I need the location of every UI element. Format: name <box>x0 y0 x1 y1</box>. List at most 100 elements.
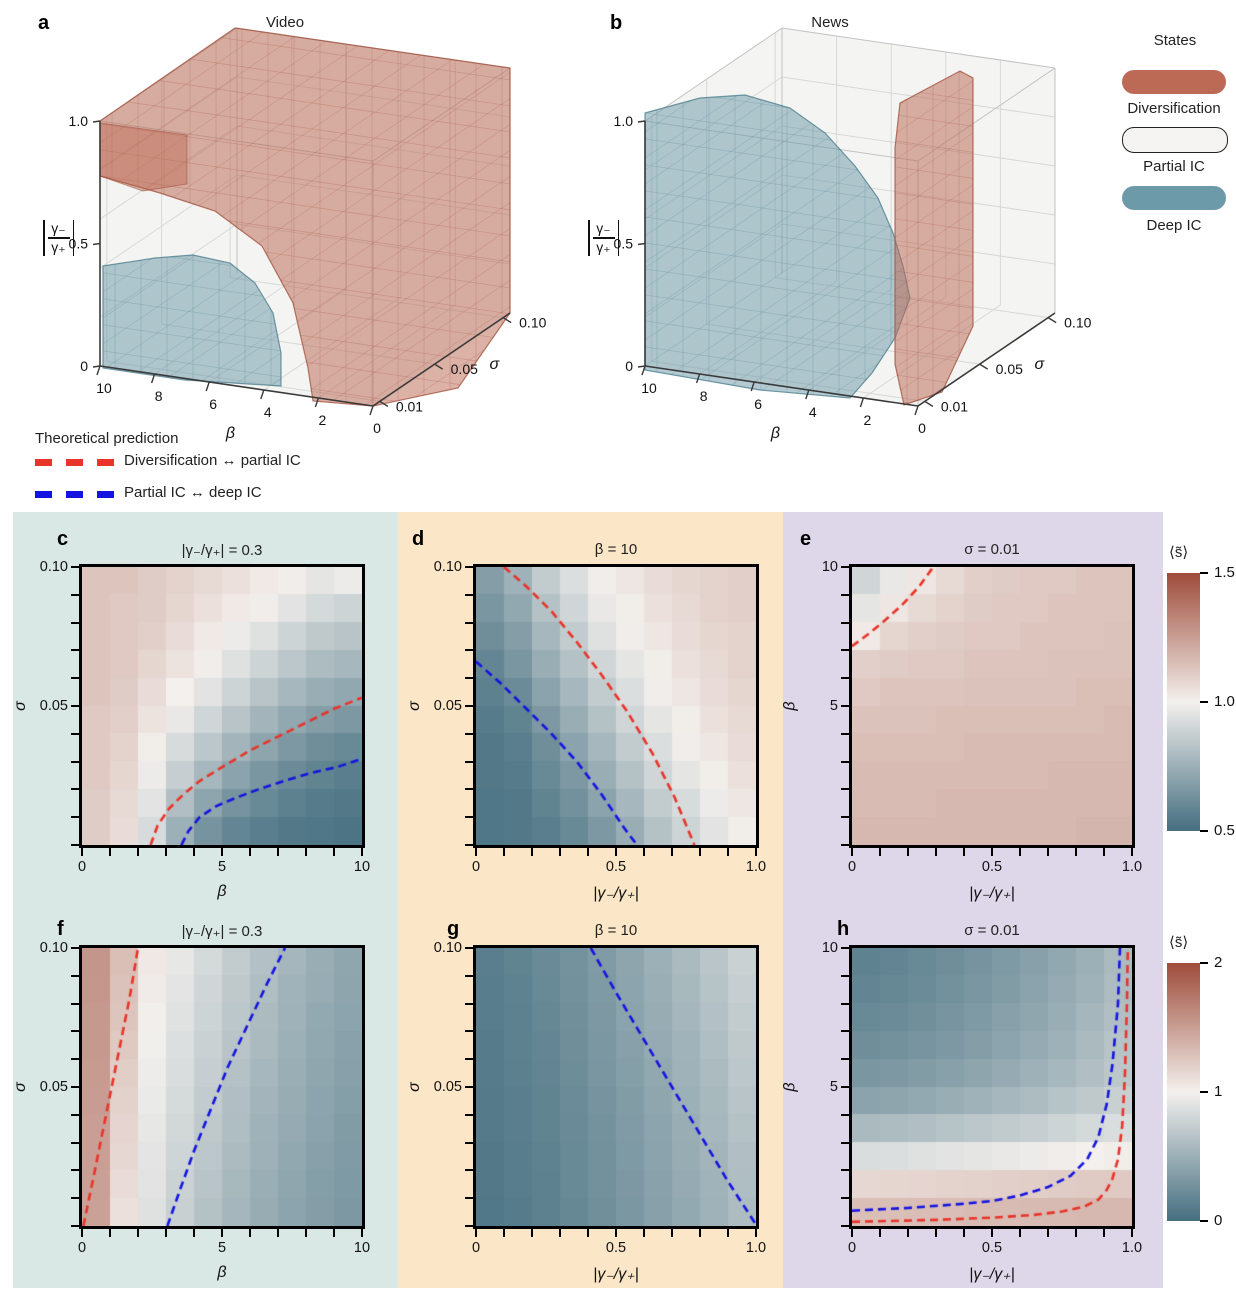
axis-text: 0.05 <box>451 361 478 377</box>
colorbar-tick <box>1200 1220 1208 1222</box>
x-tick <box>727 1229 729 1237</box>
y-tick <box>71 760 79 763</box>
axis-text: 6 <box>754 396 762 412</box>
x-tick <box>963 1229 965 1237</box>
x-tick-label: 0 <box>471 1240 481 1256</box>
x-tick <box>137 848 139 856</box>
y-tick <box>465 788 473 791</box>
y-tick <box>841 1169 849 1172</box>
y-tick <box>71 1002 79 1005</box>
x-tick <box>643 848 645 856</box>
y-tick-label: 0.10 <box>433 940 462 956</box>
y-tick <box>841 1002 849 1005</box>
x-tick <box>109 1229 111 1237</box>
x-tick-label: 0 <box>77 1240 87 1256</box>
panel-e-plot-area <box>852 567 1132 845</box>
deep-ic-label: Deep IC <box>1146 217 1202 234</box>
x-tick <box>879 1229 881 1237</box>
x-tick <box>81 1229 83 1237</box>
x-tick <box>531 848 533 856</box>
x-tick-label: 1.0 <box>1121 859 1143 875</box>
x-tick-label: 0 <box>471 859 481 875</box>
panel-g-xlabel: |γ₋/γ₊| <box>593 1266 639 1283</box>
y-tick <box>465 566 473 569</box>
y-tick <box>841 1058 849 1061</box>
x-tick <box>193 848 195 856</box>
y-tick-label: 0.05 <box>39 1079 68 1095</box>
y-tick-label: 0.05 <box>433 1079 462 1095</box>
y-tick-label: 5 <box>829 1079 838 1095</box>
x-tick <box>361 848 363 856</box>
x-tick <box>277 1229 279 1237</box>
y-tick <box>841 732 849 735</box>
panel-a-z-axis-label: γ₋ γ₊ <box>40 220 77 256</box>
panel-g-title: β = 10 <box>594 922 638 939</box>
x-tick <box>1019 848 1021 856</box>
panel-c-xlabel: β <box>217 883 227 900</box>
x-tick-label: 5 <box>217 859 227 875</box>
y-tick-label: 0.10 <box>433 559 462 575</box>
partial-ic-label: Partial IC <box>1143 158 1205 175</box>
panel-c-plot-area <box>82 567 362 845</box>
y-tick <box>841 974 849 977</box>
x-tick <box>475 1229 477 1237</box>
colorbar-bottom: ⟨s̃⟩ 2 1 0 <box>1167 934 1222 1229</box>
x-tick <box>851 848 853 856</box>
x-tick <box>963 848 965 856</box>
panel-f-title: |γ₋/γ₊| = 0.3 <box>181 923 263 940</box>
x-tick <box>559 1229 561 1237</box>
panel-c-title: |γ₋/γ₊| = 0.3 <box>181 542 263 559</box>
y-tick <box>465 705 473 707</box>
x-tick <box>503 848 505 856</box>
panel-h-title: σ = 0.01 <box>964 922 1020 939</box>
y-tick <box>841 705 849 707</box>
abs-bar <box>617 220 619 256</box>
y-tick <box>465 677 473 680</box>
panel-f-heatmap: |γ₋/γ₊| = 0.3 β σ 0 5 10 0.05 0.10 <box>12 923 370 1281</box>
axis-text: σ <box>1035 356 1046 373</box>
deep-ic-swatch <box>1122 186 1226 210</box>
x-tick <box>333 1229 335 1237</box>
panel-b-title: News <box>811 14 849 31</box>
x-tick <box>81 848 83 856</box>
panel-label-g: g <box>447 918 460 940</box>
y-tick <box>71 621 79 624</box>
y-tick-label: 0.10 <box>39 940 68 956</box>
y-tick-label: 5 <box>829 698 838 714</box>
y-tick <box>841 593 849 596</box>
x-tick <box>361 1229 363 1237</box>
axis-text: 8 <box>155 388 163 404</box>
x-tick <box>503 1229 505 1237</box>
panel-a-3d-plot: Video 0 0.5 1.0 10 8 6 4 2 0 0.01 0.05 0.10 β σ γ₋ γ₊ <box>15 8 595 478</box>
y-tick <box>841 1225 849 1227</box>
x-tick <box>935 1229 937 1237</box>
x-tick <box>277 848 279 856</box>
panel-label-h: h <box>837 918 850 940</box>
x-tick <box>879 848 881 856</box>
x-tick <box>671 1229 673 1237</box>
colorbar-tick-label: 0 <box>1214 1212 1223 1229</box>
axis-text: 8 <box>700 388 708 404</box>
y-tick <box>841 1197 849 1200</box>
y-tick <box>465 1058 473 1061</box>
x-tick <box>475 848 477 856</box>
y-tick-label: 0.05 <box>39 698 68 714</box>
x-tick-label: 0.5 <box>981 1240 1003 1256</box>
y-tick <box>71 816 79 819</box>
panel-d-heatmap: β = 10 |γ₋/γ₊| σ 0 0.5 1.0 0.05 0.10 <box>406 541 766 902</box>
panel-g-heatmap: β = 10 |γ₋/γ₊| σ 0 0.5 1.0 0.05 0.10 <box>406 922 766 1283</box>
x-tick <box>755 1229 757 1237</box>
y-tick <box>465 1030 473 1033</box>
axis-text: 1.0 <box>69 113 89 129</box>
y-tick <box>465 844 473 846</box>
x-tick <box>1047 848 1049 856</box>
x-tick <box>333 848 335 856</box>
axis-text: 0.10 <box>1064 315 1091 331</box>
abs-bar <box>43 220 45 256</box>
y-tick <box>465 1169 473 1172</box>
y-tick <box>71 974 79 977</box>
y-tick <box>841 649 849 652</box>
axis-text: 0 <box>373 420 381 436</box>
